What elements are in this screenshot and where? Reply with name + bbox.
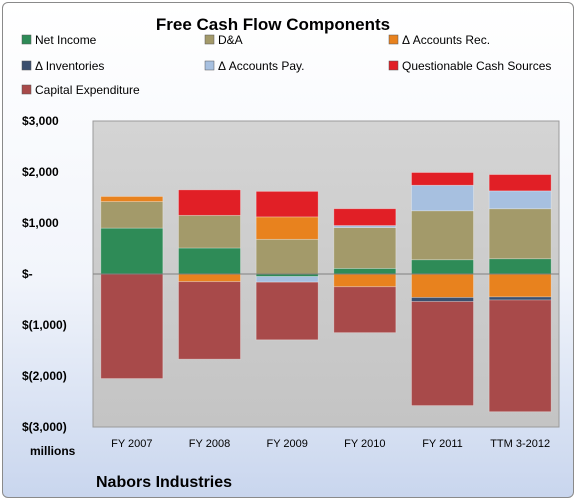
bar-segment-questionable-cash-sources (178, 189, 241, 216)
bar-segment-capital-expenditure (488, 299, 552, 413)
y-axis-tick-labels: $3,000 $2,000 $1,000 $- $(1,000) $(2,000) $(3,… (22, 114, 67, 434)
legend-label: D&A (218, 33, 243, 47)
y-tick-label: $(2,000) (22, 369, 67, 383)
legend-item-delta-accounts-rec: Δ Accounts Rec. (388, 33, 490, 47)
y-tick-label: $1,000 (22, 216, 59, 230)
bar-segment-capital-expenditure (178, 281, 241, 360)
legend-item-net-income: Net Income (21, 33, 97, 47)
bar-segment-capital-expenditure (100, 273, 164, 379)
bar-segment-net-income (178, 247, 241, 275)
bar-segment-delta-accounts-rec (255, 216, 319, 240)
x-category-label: FY 2009 (266, 438, 307, 450)
bar-stack-fy-2010 (333, 208, 397, 334)
bar-segment-net-income (100, 227, 164, 275)
y-tick-label: $2,000 (22, 165, 59, 179)
y-tick-label: $(3,000) (22, 420, 67, 434)
bar-segment-questionable-cash-sources (255, 190, 319, 218)
legend-swatch (388, 60, 399, 71)
chart-title: Free Cash Flow Components (156, 15, 390, 34)
bar-segment-questionable-cash-sources (333, 208, 397, 226)
bar-segment-delta-accounts-rec (100, 196, 164, 202)
bar-segment-danda (100, 201, 164, 229)
bar-segment-delta-accounts-pay (411, 184, 474, 212)
legend-swatch (204, 34, 215, 45)
bar-segment-capital-expenditure (411, 301, 474, 406)
x-category-label: FY 2007 (111, 438, 152, 450)
legend-label: Capital Expenditure (35, 83, 140, 97)
bar-segment-net-income (411, 259, 474, 275)
units-label: millions (30, 444, 76, 458)
x-category-label: FY 2008 (189, 438, 230, 450)
bar-segment-delta-accounts-pay (255, 276, 319, 283)
y-tick-label: $(1,000) (22, 318, 67, 332)
bar-segment-danda (411, 210, 474, 261)
legend-swatch (21, 34, 32, 45)
bar-segment-delta-accounts-rec (488, 273, 552, 298)
bar-stack-fy-2008 (178, 189, 241, 360)
bar-segment-danda (488, 208, 552, 260)
legend-item-delta-accounts-pay: Δ Accounts Pay. (204, 59, 305, 73)
bar-segment-questionable-cash-sources (488, 174, 552, 192)
legend-swatch (21, 84, 32, 95)
company-label: Nabors Industries (96, 474, 232, 491)
bar-stack-ttm-3-2012 (488, 174, 552, 413)
bar-stack-fy-2009 (255, 190, 319, 341)
legend: Net Income D&A Δ Accounts Rec. Δ Inventorie… (21, 33, 551, 97)
legend-item-danda: D&A (204, 33, 243, 47)
bar-segment-net-income (333, 267, 397, 275)
bar-segment-capital-expenditure (255, 281, 319, 341)
legend-label: Net Income (35, 33, 97, 47)
bar-stack-fy-2011 (411, 172, 474, 406)
y-tick-label: $3,000 (22, 114, 59, 128)
bar-segment-danda (178, 214, 241, 249)
bar-segment-capital-expenditure (333, 286, 397, 334)
legend-swatch (388, 34, 399, 45)
legend-item-delta-inventories: Δ Inventories (21, 59, 104, 73)
legend-swatch (21, 60, 32, 71)
bar-segment-delta-inventories (488, 296, 552, 301)
x-category-label: TTM 3-2012 (490, 438, 550, 450)
bar-segment-delta-inventories (411, 297, 474, 302)
bar-segment-delta-accounts-pay (488, 190, 552, 210)
bar-segment-delta-accounts-rec (411, 273, 474, 298)
x-category-label: FY 2010 (344, 438, 385, 450)
legend-item-capital-expenditure: Capital Expenditure (21, 83, 140, 97)
bar-segment-questionable-cash-sources (411, 172, 474, 186)
bar-segment-delta-accounts-rec (333, 273, 397, 288)
bar-segment-danda (255, 238, 319, 275)
legend-label: Questionable Cash Sources (402, 59, 551, 73)
legend-label: Δ Accounts Rec. (402, 33, 490, 47)
bar-segment-net-income (488, 258, 552, 275)
x-category-label: FY 2011 (422, 438, 463, 450)
y-tick-label: $- (22, 267, 33, 281)
legend-swatch (204, 60, 215, 71)
bar-segment-delta-accounts-rec (178, 273, 241, 283)
legend-item-questionable-cash-sources: Questionable Cash Sources (388, 59, 551, 73)
legend-label: Δ Accounts Pay. (218, 59, 305, 73)
legend-label: Δ Inventories (35, 59, 104, 73)
bar-stack-fy-2007 (100, 196, 164, 379)
bar-segment-danda (333, 227, 397, 269)
x-axis-category-labels: FY 2007 FY 2008 FY 2009 FY 2010 FY 2011 TTM 3… (111, 438, 550, 450)
